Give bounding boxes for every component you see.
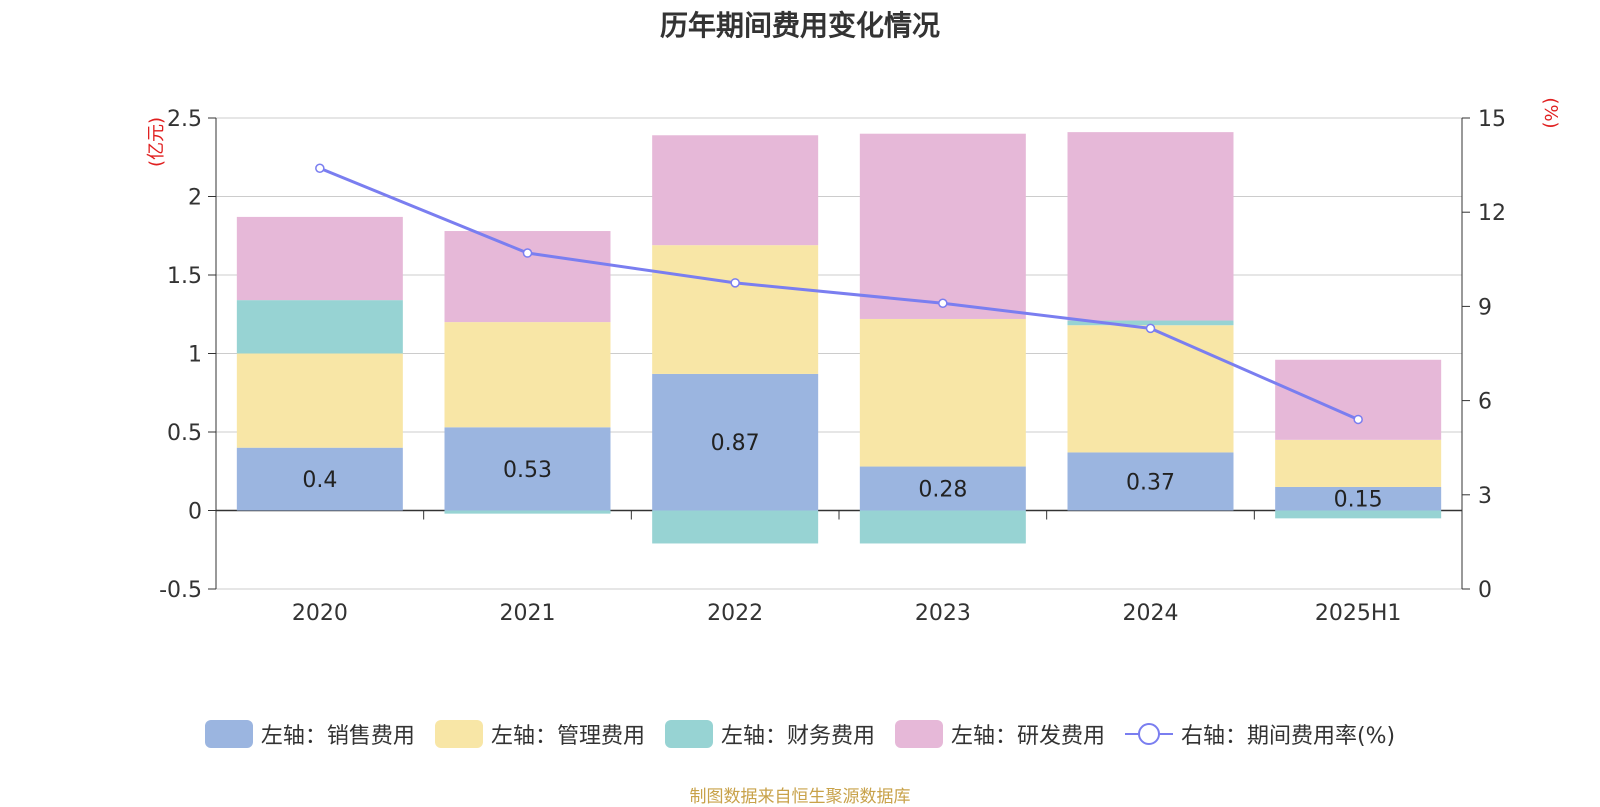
legend-item[interactable]: 左轴：管理费用: [434, 718, 645, 750]
legend-swatch: [894, 720, 943, 748]
bar-2: [1067, 325, 1234, 453]
right-tick-label: 9: [1478, 295, 1492, 320]
legend-item[interactable]: 右轴：期间费用率(%): [1124, 718, 1396, 750]
bar-3: [1275, 510, 1442, 519]
right-tick-label: 6: [1478, 390, 1492, 415]
rate-point: [522, 248, 533, 258]
bar-2: [444, 322, 611, 428]
legend-swatch: [434, 720, 483, 748]
x-tick-label: 2024: [1123, 601, 1179, 626]
bar-1: [1275, 486, 1442, 511]
x-tick-label: 2021: [500, 601, 556, 626]
rate-point: [1145, 323, 1156, 334]
legend-label: 左轴：销售费用: [260, 724, 415, 749]
legend-label: 右轴：期间费用率(%): [1180, 724, 1396, 749]
left-tick-label: 1.5: [167, 264, 202, 289]
legend-line-swatch: [1124, 723, 1173, 745]
bar-2: [1275, 439, 1442, 487]
left-tick-label: 0.5: [167, 421, 202, 446]
data-label: 0.37: [1126, 470, 1175, 495]
bar-3: [1067, 320, 1234, 326]
bar-3: [444, 510, 611, 514]
legend-item[interactable]: 左轴：财务费用: [664, 718, 875, 750]
left-tick-label: -0.5: [159, 578, 202, 603]
bar-1: [859, 466, 1026, 511]
legend-item[interactable]: 左轴：研发费用: [894, 718, 1105, 750]
left-tick-label: 2: [188, 186, 202, 211]
legend: 左轴：销售费用 左轴：管理费用 左轴：财务费用 左轴：研发费用 右轴：期间费用率(%): [0, 718, 1600, 750]
bar-4: [652, 135, 819, 246]
left-tick-label: 0: [188, 500, 202, 525]
legend-label: 左轴：财务费用: [720, 724, 875, 749]
legend-label: 左轴：管理费用: [490, 724, 645, 749]
bar-3: [859, 510, 1026, 544]
x-tick-label: 2020: [292, 601, 348, 626]
bar-4: [444, 231, 611, 323]
legend-swatch: [204, 720, 253, 748]
left-tick-label: 2.5: [167, 107, 202, 132]
bar-1: [444, 427, 611, 511]
bar-4: [236, 216, 403, 301]
rate-line: [319, 166, 1359, 421]
data-label: 0.15: [1334, 488, 1383, 513]
data-label: 0.87: [711, 431, 760, 456]
bar-1: [652, 373, 819, 511]
bar-4: [1067, 132, 1234, 321]
right-tick-label: 0: [1478, 578, 1492, 603]
bar-4: [1275, 359, 1442, 440]
left-tick-label: 1: [188, 343, 202, 368]
bar-3: [236, 300, 403, 354]
x-tick-label: 2025H1: [1315, 601, 1402, 626]
rate-point: [315, 163, 325, 173]
data-label: 0.28: [918, 478, 967, 503]
chart-canvas: -0.5 0 0.5 1 1.5 2 2.5 0 3 6 9 12 15 (亿元) (%) 2020 2021 2…: [146, 97, 1561, 626]
data-label: 0.4: [302, 468, 337, 493]
data-label: 0.53: [503, 458, 552, 483]
left-axis-unit-label: (亿元): [146, 117, 167, 167]
right-tick-label: 15: [1478, 107, 1506, 132]
right-tick-label: 3: [1478, 484, 1492, 509]
x-tick-label: 2022: [707, 601, 763, 626]
bar-2: [859, 318, 1026, 467]
legend-swatch: [664, 720, 713, 748]
bar-1: [236, 447, 403, 511]
bar-3: [652, 510, 819, 544]
bar-2: [652, 245, 819, 374]
x-tick-label: 2023: [915, 601, 971, 626]
rate-point: [938, 298, 948, 309]
legend-item[interactable]: 左轴：销售费用: [204, 718, 415, 750]
legend-label: 左轴：研发费用: [950, 724, 1105, 749]
bar-4: [859, 133, 1026, 319]
rate-point: [730, 278, 740, 288]
rate-point: [1353, 414, 1363, 425]
bar-2: [236, 353, 403, 448]
right-axis-unit-label: (%): [1540, 97, 1561, 128]
right-tick-label: 12: [1478, 201, 1506, 226]
source-note: 制图数据来自恒生聚源数据库: [689, 787, 911, 807]
bar-1: [1067, 452, 1234, 511]
chart-title: 历年期间费用变化情况: [659, 9, 940, 42]
